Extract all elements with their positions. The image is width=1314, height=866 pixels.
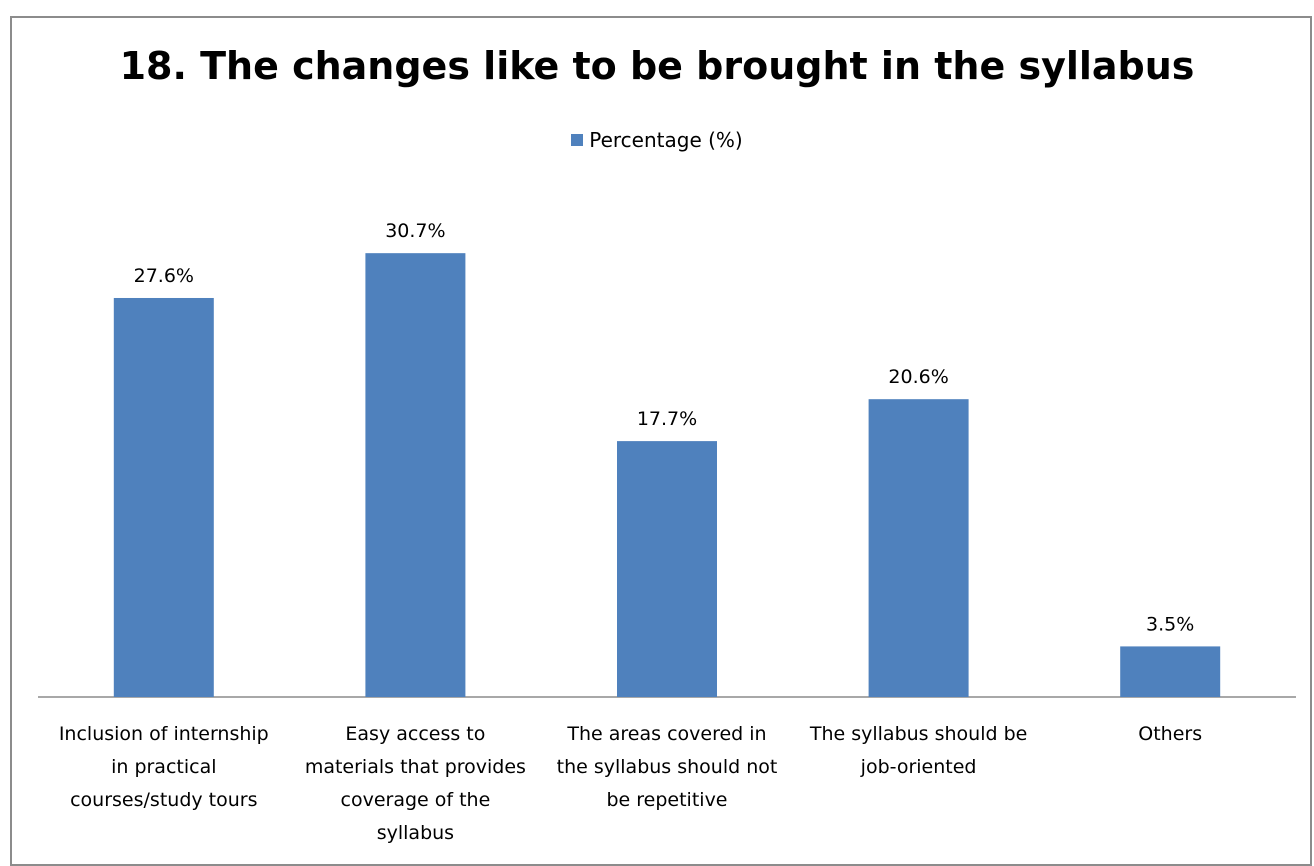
- data-label-5: 3.5%: [1146, 613, 1194, 635]
- category-label-line: in practical: [111, 756, 216, 778]
- category-label-line: Easy access to: [345, 723, 485, 745]
- legend: Percentage (%): [0, 128, 1314, 152]
- category-label-line: the syllabus should not: [557, 756, 778, 778]
- bar-1: [113, 297, 214, 697]
- data-label-4: 20.6%: [888, 366, 948, 388]
- category-label-2: Easy access to materials that provides cov…: [305, 723, 526, 844]
- category-label-5: Others: [1138, 723, 1202, 745]
- category-label-line: Inclusion of internship: [59, 723, 269, 745]
- bar-3: [617, 441, 717, 697]
- data-label-1: 27.6%: [134, 265, 194, 287]
- category-label-line: be repetitive: [606, 789, 727, 811]
- chart-title: 18. The changes like to be brought in th…: [119, 44, 1195, 88]
- category-label-3: The areas covered in the syllabus should …: [557, 723, 778, 811]
- category-label-line: materials that provides: [305, 756, 526, 778]
- category-label-line: syllabus: [377, 822, 454, 844]
- category-label-line: The syllabus should be: [809, 723, 1028, 745]
- bar-4: [868, 399, 969, 697]
- category-label-line: courses/study tours: [70, 789, 257, 811]
- category-label-line: coverage of the: [341, 789, 491, 811]
- data-label-3: 17.7%: [637, 408, 697, 430]
- chart-frame: [10, 16, 1312, 866]
- category-label-4: The syllabus should be job-oriented: [809, 723, 1028, 778]
- category-label-line: job-oriented: [860, 756, 977, 778]
- category-label-line: The areas covered in: [566, 723, 766, 745]
- legend-label: Percentage (%): [589, 128, 743, 152]
- category-label-line: Others: [1138, 723, 1202, 745]
- legend-swatch: [571, 134, 584, 146]
- bar-2: [365, 253, 466, 697]
- category-label-1: Inclusion of internship in practical cours…: [59, 723, 269, 811]
- bar-5: [1120, 646, 1221, 697]
- data-label-2: 30.7%: [385, 220, 445, 242]
